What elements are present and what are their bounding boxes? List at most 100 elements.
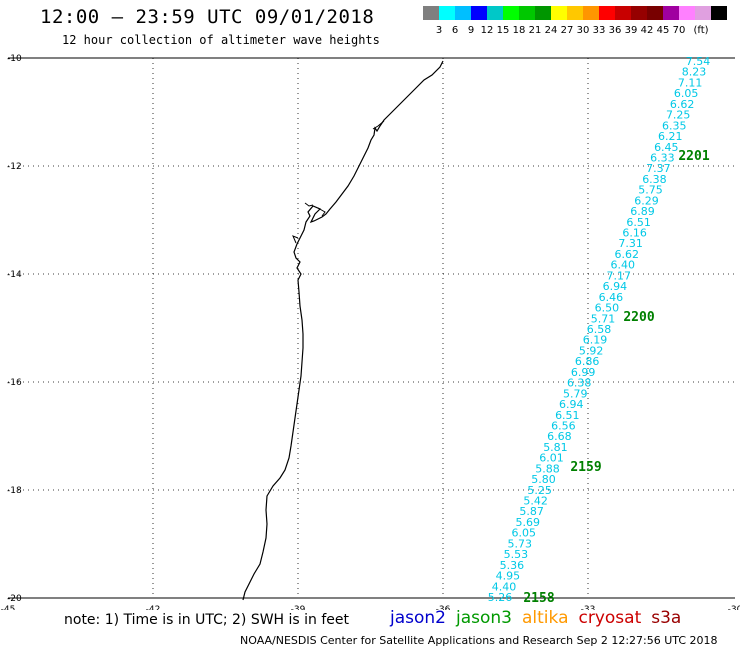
legend-swatch bbox=[631, 6, 647, 20]
legend-label: 33 bbox=[593, 25, 606, 36]
swh-value-label: 6.46 bbox=[599, 291, 624, 304]
lat-tick-label: -16 bbox=[7, 378, 22, 388]
satellite-legend: jason2 jason3 altika cryosat s3a bbox=[390, 608, 691, 628]
swh-value-label: 7.54 bbox=[686, 55, 711, 68]
swh-value-label: 5.73 bbox=[508, 537, 533, 550]
lat-tick-label: -20 bbox=[7, 594, 22, 604]
legend-swatch bbox=[551, 6, 567, 20]
swh-value-label: 5.26 bbox=[488, 591, 513, 604]
swh-value-label: 6.62 bbox=[670, 98, 695, 111]
legend-label: 36 bbox=[609, 25, 622, 36]
lat-tick-label: -10 bbox=[7, 54, 22, 64]
coastline-inlet bbox=[292, 120, 385, 244]
time-labels: 2201 2200 2159 2158 bbox=[523, 149, 709, 606]
swh-value-label: 4.95 bbox=[496, 570, 521, 583]
swh-value-label: 6.89 bbox=[630, 205, 655, 218]
swh-value-label: 6.86 bbox=[575, 355, 600, 368]
swh-value-label: 5.36 bbox=[500, 559, 525, 572]
lon-tick-label: -36 bbox=[436, 605, 451, 610]
swh-value-label: 6.58 bbox=[587, 323, 612, 336]
swh-value-label: 7.17 bbox=[607, 269, 632, 282]
legend-label: (ft) bbox=[693, 25, 708, 36]
swh-value-label: 6.99 bbox=[571, 366, 596, 379]
time-label: 2158 bbox=[523, 591, 554, 606]
page-title: 12:00 – 23:59 UTC 09/01/2018 bbox=[40, 6, 375, 28]
swh-value-label: 5.71 bbox=[591, 312, 616, 325]
legend-label: 42 bbox=[641, 25, 654, 36]
lon-tick-label: -42 bbox=[146, 605, 161, 610]
lon-tick-label: -45 bbox=[1, 605, 16, 610]
footer-note: note: 1) Time is in UTC; 2) SWH is in fe… bbox=[64, 612, 350, 628]
swh-value-label: 6.94 bbox=[603, 280, 628, 293]
swh-value-label: 5.25 bbox=[527, 484, 552, 497]
swh-value-label: 7.37 bbox=[646, 162, 671, 175]
swh-value-label: 6.29 bbox=[634, 194, 659, 207]
legend-swatch bbox=[663, 6, 679, 20]
legend-swatch bbox=[455, 6, 471, 20]
satellite-jason3: jason3 bbox=[456, 608, 512, 628]
legend-label: 12 bbox=[481, 25, 494, 36]
swh-value-label: 5.81 bbox=[543, 441, 568, 454]
swh-value-label: 6.33 bbox=[650, 151, 675, 164]
time-label: 2200 bbox=[623, 310, 654, 325]
swh-value-label: 6.05 bbox=[674, 87, 699, 100]
legend-label: 24 bbox=[545, 25, 558, 36]
swh-value-label: 5.80 bbox=[531, 473, 556, 486]
swh-value-label: 6.45 bbox=[654, 141, 679, 154]
legend-swatch bbox=[535, 6, 551, 20]
swh-value-label: 6.21 bbox=[658, 130, 683, 143]
swh-value-label: 6.05 bbox=[512, 527, 537, 540]
swh-value-label: 5.75 bbox=[638, 184, 663, 197]
legend-label: 3 bbox=[436, 25, 442, 36]
legend-swatch bbox=[711, 6, 727, 20]
swh-value-label: 7.31 bbox=[618, 237, 643, 250]
legend-label: 15 bbox=[497, 25, 510, 36]
page-subtitle: 12 hour collection of altimeter wave hei… bbox=[62, 33, 380, 47]
satellite-cryosat: cryosat bbox=[578, 608, 642, 628]
legend-swatch bbox=[647, 6, 663, 20]
coastline bbox=[242, 60, 444, 601]
swh-value-label: 6.51 bbox=[555, 409, 580, 422]
color-scale-legend: 3 6 9 12 15 18 21 24 27 30 33 36 39 42 45 70 (ft) bbox=[423, 6, 727, 36]
map-grid: -10 -12 -14 -16 -18 -20-45 -42 -39 -36 -33 -30 bbox=[1, 54, 740, 610]
swh-value-label: 8.23 bbox=[682, 66, 707, 79]
time-label: 2159 bbox=[570, 460, 601, 475]
swh-value-label: 5.92 bbox=[579, 344, 604, 357]
legend-swatch bbox=[695, 6, 711, 20]
lat-tick-label: -14 bbox=[7, 270, 22, 280]
swh-value-label: 6.40 bbox=[611, 259, 636, 272]
swh-value-label: 6.38 bbox=[642, 173, 667, 186]
swh-value-label: 6.16 bbox=[622, 227, 647, 240]
satellite-s3a: s3a bbox=[651, 608, 682, 628]
legend-swatch bbox=[487, 6, 503, 20]
swh-value-label: 6.50 bbox=[595, 302, 620, 315]
lon-tick-label: -39 bbox=[291, 605, 306, 610]
satellite-jason2: jason2 bbox=[390, 608, 446, 628]
legend-label: 30 bbox=[577, 25, 590, 36]
legend-swatch bbox=[519, 6, 535, 20]
legend-label: 21 bbox=[529, 25, 542, 36]
legend-label: 18 bbox=[513, 25, 526, 36]
swh-value-label: 7.11 bbox=[678, 76, 703, 89]
swh-value-label: 5.42 bbox=[523, 495, 548, 508]
legend-swatch bbox=[471, 6, 487, 20]
swh-value-label: 6.94 bbox=[559, 398, 584, 411]
lon-tick-label: -30 bbox=[728, 605, 740, 610]
legend-swatch bbox=[599, 6, 615, 20]
legend-swatch bbox=[423, 6, 439, 20]
satellite-altika: altika bbox=[522, 608, 569, 628]
wave-height-map: -10 -12 -14 -16 -18 -20-45 -42 -39 -36 -33 -30 7.5… bbox=[1, 54, 740, 610]
swh-value-label: 7.25 bbox=[666, 109, 691, 122]
swh-value-label: 6.19 bbox=[583, 334, 608, 347]
legend-label: 70 bbox=[673, 25, 686, 36]
credit-line: NOAA/NESDIS Center for Satellite Applica… bbox=[240, 634, 718, 647]
legend-label: 6 bbox=[452, 25, 458, 36]
swh-value-label: 6.56 bbox=[551, 419, 576, 432]
time-label: 2201 bbox=[678, 149, 709, 164]
swh-value-label: 5.53 bbox=[504, 548, 529, 561]
swh-value-label: 6.35 bbox=[662, 119, 687, 132]
legend-swatch bbox=[615, 6, 631, 20]
swh-track-labels: 7.548.237.116.056.627.256.356.216.456.33… bbox=[488, 55, 711, 604]
swh-value-label: 5.79 bbox=[563, 387, 588, 400]
lon-tick-label: -33 bbox=[581, 605, 596, 610]
